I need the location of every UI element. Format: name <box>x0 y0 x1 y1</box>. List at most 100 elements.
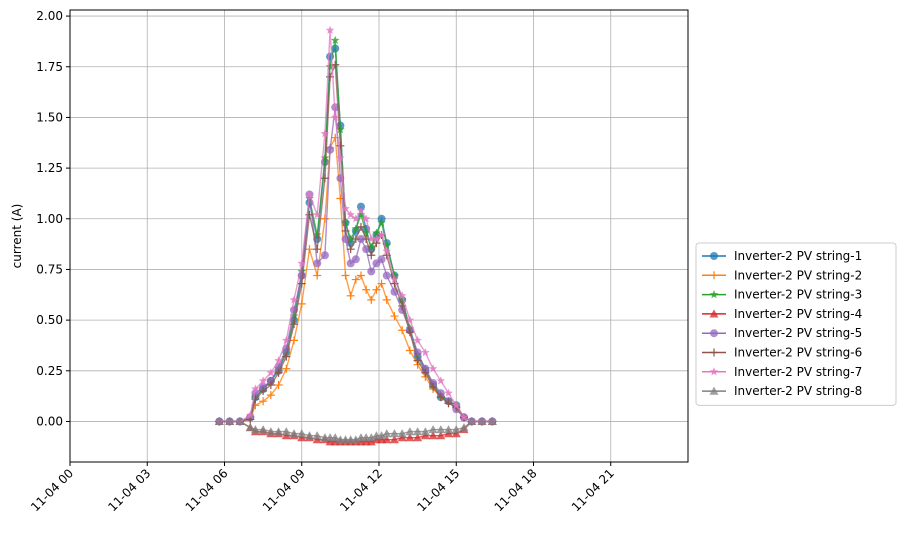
data-point <box>366 433 376 442</box>
data-point <box>304 431 314 440</box>
data-point <box>297 433 307 442</box>
y-tick-label: 1.00 <box>36 212 63 226</box>
legend-item: Inverter-2 PV string-4 <box>702 307 862 321</box>
legend-item: Inverter-2 PV string-7 <box>702 365 862 379</box>
data-point <box>377 230 386 239</box>
data-point <box>351 224 361 233</box>
data-point <box>330 35 340 45</box>
data-point <box>214 416 224 426</box>
data-point <box>274 356 283 365</box>
y-tick-label: 0.75 <box>36 262 63 276</box>
data-point <box>382 271 391 280</box>
y-tick-label: 1.50 <box>36 110 63 124</box>
data-point <box>258 376 268 385</box>
data-point <box>428 364 438 373</box>
data-point <box>389 435 399 444</box>
series-6 <box>215 60 497 426</box>
data-point <box>377 218 386 227</box>
data-point <box>325 25 335 34</box>
data-point <box>351 435 361 444</box>
data-point <box>289 295 299 304</box>
data-point <box>436 425 446 434</box>
data-point <box>397 291 407 300</box>
data-point <box>341 226 350 235</box>
legend-marker <box>710 348 718 357</box>
data-point <box>266 427 276 436</box>
legend: Inverter-2 PV string-1 Inverter-2 PV stri… <box>695 242 897 406</box>
data-point <box>421 348 430 357</box>
x-tick-label: 11-04 21 <box>569 466 617 514</box>
legend-item: Inverter-2 PV string-5 <box>702 326 862 340</box>
data-point <box>436 431 446 440</box>
series-line <box>219 64 493 423</box>
x-tick-label: 11-04 18 <box>492 466 540 514</box>
series-2 <box>215 133 497 426</box>
data-point <box>297 258 307 267</box>
data-point <box>336 125 345 134</box>
data-point <box>377 255 386 264</box>
data-point <box>351 235 360 244</box>
data-point <box>312 210 322 219</box>
data-point <box>367 267 376 276</box>
data-point <box>351 214 361 223</box>
legend-marker <box>710 271 718 280</box>
data-point <box>245 423 255 432</box>
series-line <box>219 107 493 423</box>
data-point <box>366 437 376 446</box>
legend-item: Inverter-2 PV string-2 <box>702 268 862 282</box>
data-point <box>367 251 376 260</box>
data-point <box>382 435 392 444</box>
data-point <box>405 315 415 324</box>
data-point <box>405 328 414 337</box>
data-point <box>245 410 255 420</box>
data-point <box>235 416 245 426</box>
data-point <box>377 431 387 440</box>
data-point <box>281 427 291 436</box>
data-point <box>459 412 469 422</box>
data-point <box>259 397 268 406</box>
x-tick-label: 11-04 09 <box>260 466 308 514</box>
data-point <box>266 391 275 400</box>
data-point <box>413 427 423 436</box>
data-point <box>361 214 371 223</box>
legend-label: Inverter-2 PV string-1 <box>734 249 862 263</box>
data-point <box>377 279 386 288</box>
data-point <box>444 399 453 408</box>
data-point <box>320 174 329 183</box>
data-point <box>351 255 360 264</box>
data-point <box>428 431 438 440</box>
data-point <box>382 429 392 438</box>
legend-marker <box>710 252 718 260</box>
data-point <box>477 416 487 426</box>
data-point <box>405 427 415 436</box>
data-point <box>313 245 322 254</box>
y-tick-label: 0.25 <box>36 364 63 378</box>
data-point <box>282 364 291 373</box>
data-point <box>305 245 314 254</box>
data-point <box>397 433 407 442</box>
data-point <box>362 285 371 294</box>
data-point <box>336 153 345 162</box>
data-point <box>367 295 376 304</box>
data-point <box>289 429 299 438</box>
data-point <box>313 271 322 280</box>
data-point <box>451 429 461 438</box>
data-point <box>356 210 366 219</box>
data-point <box>436 376 446 385</box>
y-tick-label: 2.00 <box>36 9 63 23</box>
data-point <box>225 416 235 426</box>
data-point <box>297 299 306 308</box>
data-point <box>397 429 407 438</box>
data-point <box>467 416 477 426</box>
data-point <box>428 425 438 434</box>
series-3 <box>215 35 497 426</box>
data-point <box>451 425 461 434</box>
data-point <box>290 320 299 329</box>
data-point <box>421 368 430 377</box>
x-tick-label: 11-04 00 <box>28 466 76 514</box>
legend-label: Inverter-2 PV string-6 <box>734 346 862 360</box>
x-tick-label: 11-04 03 <box>105 466 153 514</box>
data-point <box>436 393 445 402</box>
series-8 <box>214 416 497 444</box>
